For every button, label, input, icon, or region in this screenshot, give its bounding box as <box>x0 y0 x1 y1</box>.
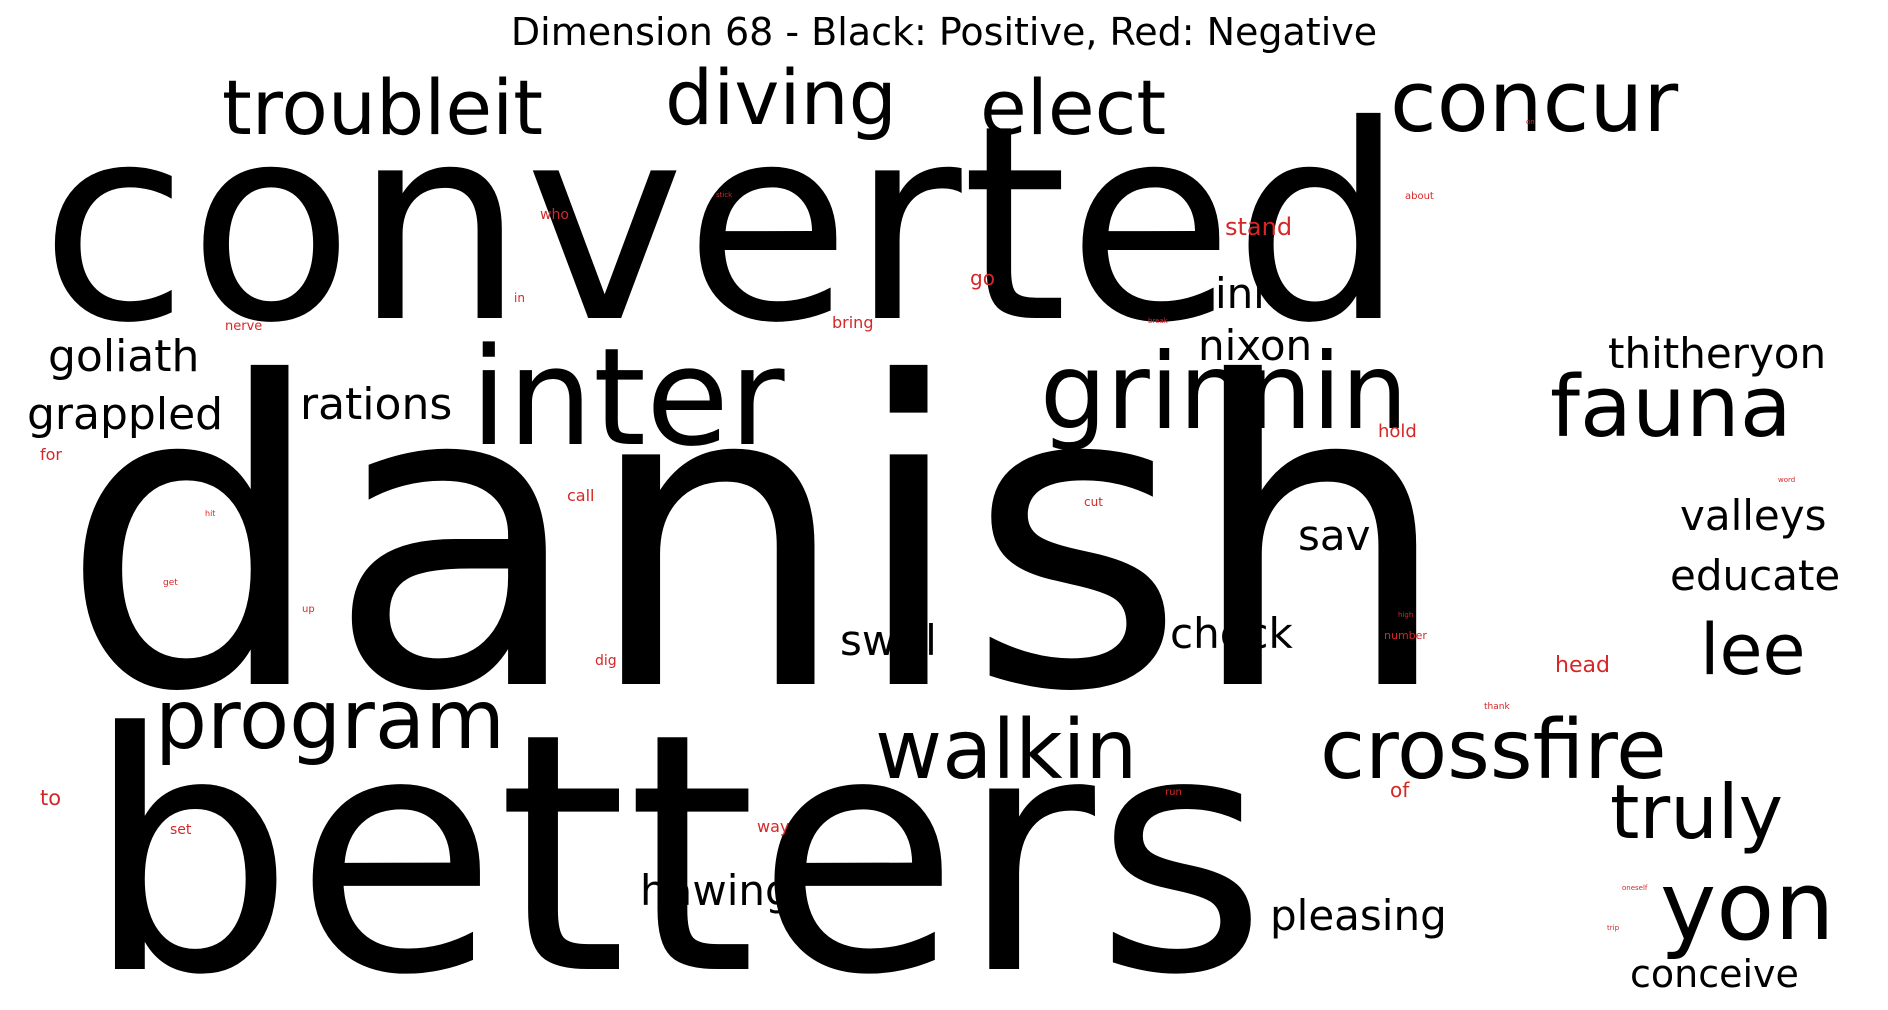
word-danish: danish <box>60 295 1452 784</box>
word-diving: diving <box>665 53 897 142</box>
word-hawing: hawing <box>640 866 792 915</box>
word-nerve: nerve <box>225 319 263 334</box>
word-walkin: walkin <box>875 703 1138 798</box>
word-run: run <box>1165 787 1182 798</box>
word-oneself: oneself <box>1622 884 1648 892</box>
word-hit: hit <box>205 509 216 518</box>
word-cut: cut <box>1084 495 1103 509</box>
word-thank: thank <box>1484 702 1510 712</box>
word-go: go <box>970 266 995 290</box>
word-bring: bring <box>832 313 874 332</box>
chart-title: Dimension 68 - Black: Positive, Red: Neg… <box>510 10 1378 54</box>
word-concur: concur <box>1390 53 1679 152</box>
word-of: of <box>1390 778 1410 802</box>
word-pleasing: pleasing <box>1270 891 1447 940</box>
word-word: word <box>1778 476 1796 484</box>
word-to: to <box>40 786 62 810</box>
word-lee: lee <box>1700 609 1806 691</box>
word-stand: stand <box>1225 213 1293 241</box>
word-way: way <box>757 817 790 836</box>
word-grinnin: grinnin <box>1040 331 1408 453</box>
word-set: set <box>170 822 192 838</box>
word-for: for <box>40 445 62 464</box>
word-crossfire: crossfire <box>1320 703 1667 798</box>
word-nixon: nixon <box>1198 321 1313 370</box>
word-inter: inter <box>470 319 785 476</box>
word-stick: stick <box>716 191 733 199</box>
word-about: about <box>1405 191 1434 202</box>
word-valleys: valleys <box>1680 491 1827 540</box>
word-chock: chock <box>1170 609 1293 658</box>
word-betters: betters <box>85 663 1267 1010</box>
word-up: up <box>302 604 315 615</box>
word-truly: truly <box>1610 768 1783 856</box>
word-program: program <box>155 673 506 768</box>
word-who: who <box>540 207 569 223</box>
word-conceive: conceive <box>1630 952 1799 996</box>
word-sav: sav <box>1298 511 1371 560</box>
word-break: break <box>1148 317 1168 325</box>
word-head: head <box>1555 653 1610 678</box>
word-swirl: swirl <box>840 616 937 665</box>
word-trip: trip <box>1607 924 1620 932</box>
word-on: on <box>1526 118 1535 126</box>
word-elect: elect <box>980 63 1167 152</box>
word-call: call <box>567 486 595 505</box>
word-rations: rations <box>300 379 453 430</box>
word-educate: educate <box>1670 551 1841 600</box>
word-goliath: goliath <box>48 331 200 382</box>
word-dig: dig <box>595 653 617 669</box>
word-number: number <box>1384 629 1427 642</box>
word-troubleit: troubleit <box>222 63 544 152</box>
word-hold: hold <box>1378 421 1417 442</box>
word-thitheryon: thitheryon <box>1608 329 1827 378</box>
word-in: in <box>514 291 525 305</box>
word-inn: inn <box>1215 269 1280 318</box>
word-converted: converted <box>40 67 1406 382</box>
word-get: get <box>163 578 178 588</box>
word-grappled: grappled <box>27 389 224 440</box>
word-fauna: fauna <box>1550 358 1792 457</box>
word-yon: yon <box>1660 852 1835 962</box>
word-high: high <box>1398 611 1414 619</box>
